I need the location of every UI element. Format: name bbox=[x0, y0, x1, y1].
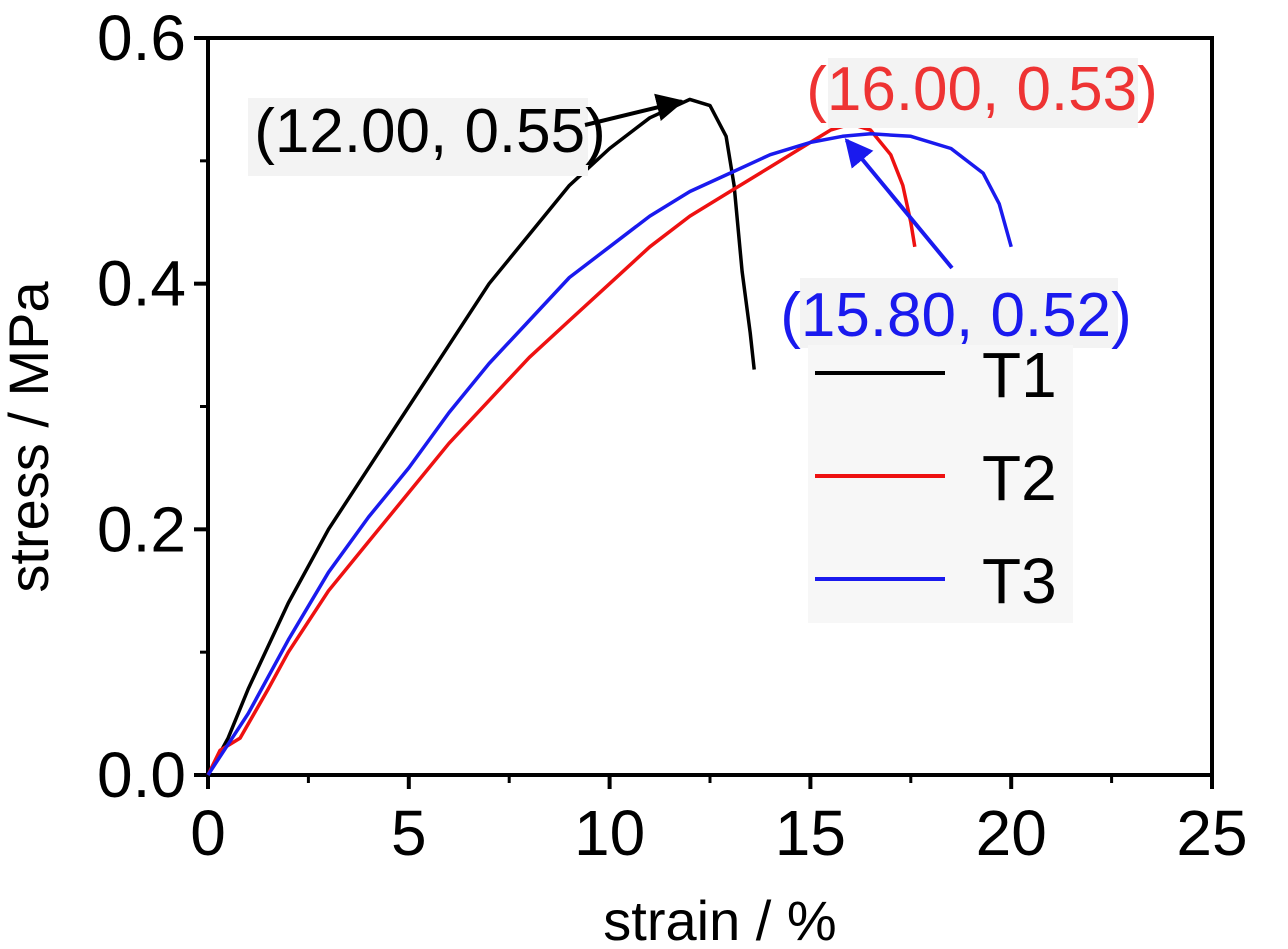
x-tick-label: 20 bbox=[976, 797, 1047, 869]
x-tick-label: 25 bbox=[1176, 797, 1247, 869]
y-tick-label: 0.6 bbox=[97, 2, 186, 74]
axes: 0 5 10 15 20 25 0.0 0.2 0.4 0.6 bbox=[97, 2, 1248, 869]
annotation-arrow bbox=[584, 93, 685, 127]
annotation-arrow bbox=[844, 138, 954, 270]
annotations: (12.00, 0.55) (16.00, 0.53) (15.80, 0.52) bbox=[248, 55, 1158, 350]
x-axis-title: strain / % bbox=[603, 889, 836, 949]
x-tick-label: 5 bbox=[391, 797, 427, 869]
annotation-label: (15.80, 0.52) bbox=[780, 281, 1132, 350]
legend-label-t2: T2 bbox=[982, 442, 1057, 514]
y-tick-label: 0.0 bbox=[97, 739, 186, 811]
series-line-t3 bbox=[206, 132, 1013, 776]
y-tick-label: 0.2 bbox=[97, 493, 186, 565]
series-line-t1 bbox=[206, 97, 756, 776]
annotation-background bbox=[248, 98, 588, 176]
y-tick-label: 0.4 bbox=[97, 248, 186, 320]
x-tick-label: 0 bbox=[190, 797, 226, 869]
annotation-label: (12.00, 0.55) bbox=[254, 97, 606, 166]
legend-label-t3: T3 bbox=[982, 545, 1057, 617]
series-line-t2 bbox=[206, 122, 917, 776]
annotation-label: (16.00, 0.53) bbox=[806, 55, 1158, 124]
y-axis-title: stress / MPa bbox=[0, 281, 60, 593]
legend: T1 T2 T3 bbox=[808, 339, 1073, 623]
x-tick-label: 15 bbox=[775, 797, 846, 869]
annotation-background bbox=[828, 58, 1138, 128]
legend-box bbox=[808, 345, 1073, 623]
x-tick-label: 10 bbox=[574, 797, 645, 869]
series-group bbox=[206, 97, 1013, 776]
legend-label-t1: T1 bbox=[982, 339, 1057, 411]
annotation-background bbox=[800, 278, 1118, 348]
